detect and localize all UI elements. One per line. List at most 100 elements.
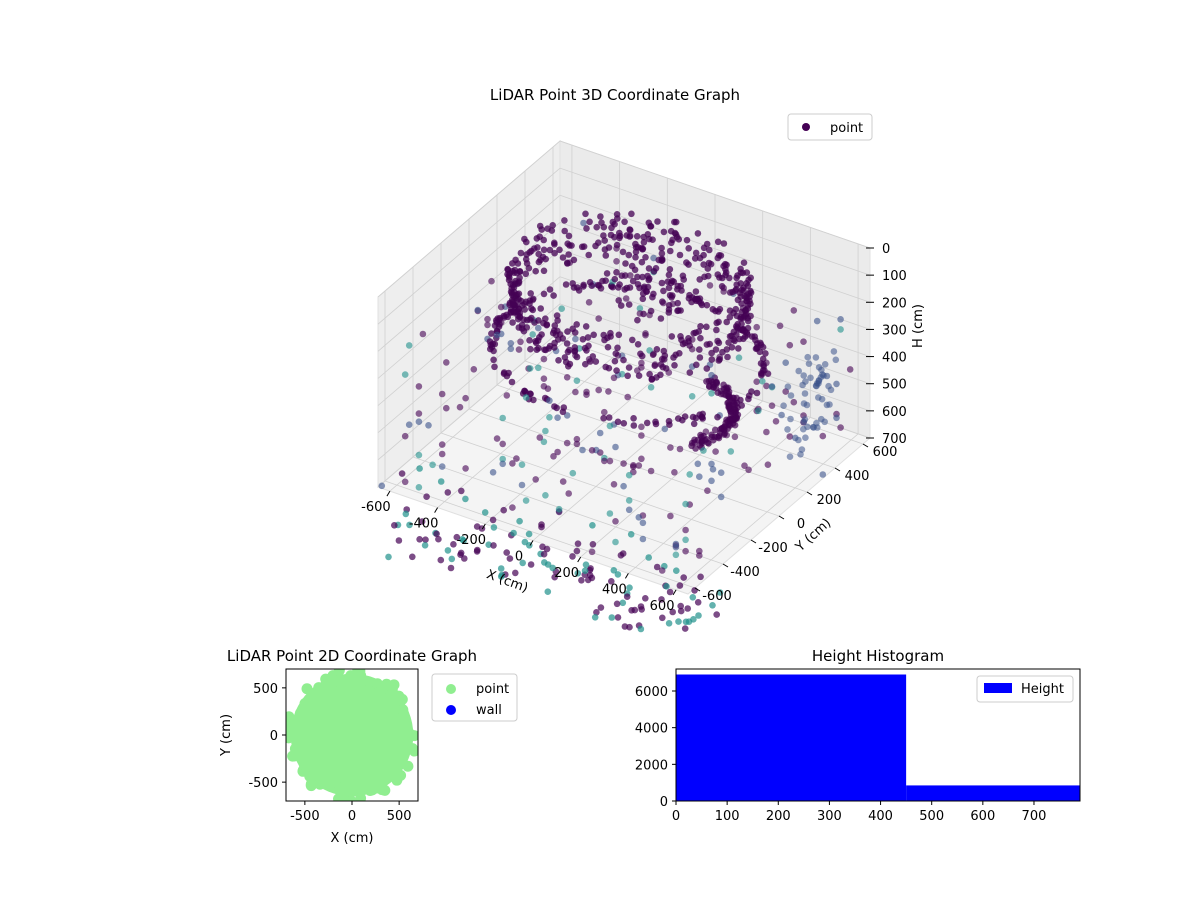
lidar-2d-point bbox=[355, 792, 367, 801]
lidar-3d-point bbox=[643, 419, 651, 427]
lidar-3d-gridline-z bbox=[377, 303, 561, 461]
lidar-3d-point bbox=[797, 451, 804, 458]
lidar-2d-point bbox=[407, 743, 418, 755]
lidar-3d-point bbox=[676, 251, 684, 259]
lidar-3d-point bbox=[604, 343, 612, 351]
lidar-3d-point bbox=[620, 356, 627, 364]
height-histogram-ytick-label: 0 bbox=[660, 795, 668, 810]
lidar-3d-point bbox=[706, 282, 714, 289]
lidar-3d-point bbox=[747, 274, 754, 282]
lidar-3d-point bbox=[634, 367, 641, 374]
lidar-3d-xlabel: X (cm) bbox=[484, 567, 530, 596]
lidar-3d-point bbox=[683, 259, 690, 266]
height-histogram-bar bbox=[676, 674, 907, 801]
lidar-3d-point bbox=[581, 567, 589, 574]
lidar-3d-point bbox=[553, 312, 561, 319]
lidar-3d-point bbox=[672, 540, 680, 548]
lidar-3d-point bbox=[700, 251, 707, 259]
lidar-3d-points bbox=[378, 210, 854, 633]
lidar-3d-point bbox=[708, 371, 715, 379]
lidar-3d-point bbox=[723, 318, 730, 326]
lidar-3d-point bbox=[694, 460, 702, 468]
lidar-3d-point bbox=[549, 222, 556, 229]
lidar-3d-point bbox=[579, 336, 587, 343]
lidar-3d-point bbox=[737, 326, 744, 334]
lidar-3d-point bbox=[585, 251, 592, 259]
lidar-3d-point bbox=[422, 536, 429, 543]
lidar-3d-point bbox=[685, 245, 692, 252]
lidar-2d-point bbox=[379, 680, 391, 692]
lidar-3d-point bbox=[608, 614, 616, 621]
lidar-3d-point bbox=[633, 233, 641, 240]
lidar-3d-point bbox=[695, 612, 702, 619]
lidar-3d-point bbox=[583, 225, 590, 232]
lidar-3d-point bbox=[490, 524, 498, 531]
lidar-2d-point bbox=[286, 711, 295, 723]
lidar-3d-point bbox=[490, 356, 497, 364]
lidar-3d-point bbox=[660, 347, 668, 355]
lidar-3d-point bbox=[778, 411, 785, 419]
lidar-3d-point bbox=[606, 422, 614, 430]
lidar-3d-point bbox=[527, 290, 534, 297]
lidar-3d-point bbox=[694, 230, 702, 237]
lidar-3d-ztick-label: 600 bbox=[882, 405, 907, 420]
lidar-3d-point bbox=[624, 393, 631, 401]
lidar-3d-point bbox=[692, 249, 700, 257]
lidar-3d-point bbox=[677, 607, 685, 615]
lidar-3d-point bbox=[461, 555, 468, 562]
lidar-3d-point bbox=[672, 231, 680, 238]
lidar-3d-point bbox=[609, 218, 617, 226]
lidar-3d-point bbox=[425, 422, 432, 429]
lidar-3d-point bbox=[724, 353, 731, 361]
lidar-3d-point bbox=[790, 307, 798, 314]
lidar-3d-xtick-label: 200 bbox=[554, 566, 579, 581]
lidar-3d-point bbox=[538, 331, 545, 338]
lidar-3d-point bbox=[619, 550, 627, 557]
lidar-3d-point bbox=[595, 315, 602, 322]
lidar-3d-point bbox=[582, 210, 589, 218]
lidar-3d-point bbox=[639, 246, 646, 253]
lidar-3d-point bbox=[540, 438, 548, 446]
lidar-3d-point bbox=[622, 295, 630, 302]
lidar-3d-ytick-label: -600 bbox=[702, 589, 732, 604]
lidar-3d-point bbox=[708, 390, 715, 397]
lidar-3d-point bbox=[548, 227, 556, 234]
lidar-3d-point bbox=[571, 329, 579, 336]
lidar-3d-point bbox=[745, 392, 753, 400]
lidar-3d-point bbox=[616, 281, 623, 288]
lidar-3d-point bbox=[611, 275, 619, 283]
lidar-3d-point bbox=[653, 346, 661, 353]
lidar-3d-point bbox=[406, 521, 413, 529]
lidar-3d-point bbox=[500, 506, 508, 514]
lidar-3d-point bbox=[705, 377, 713, 385]
lidar-3d-point bbox=[579, 446, 586, 454]
lidar-3d-ytick bbox=[694, 587, 701, 592]
lidar-3d-point bbox=[689, 413, 697, 421]
lidar-3d-point bbox=[504, 313, 512, 321]
lidar-3d-point bbox=[401, 371, 409, 378]
lidar-3d-point bbox=[580, 219, 587, 227]
lidar-2d-point bbox=[301, 683, 313, 695]
lidar-3d-gridline-y bbox=[384, 480, 696, 589]
lidar-3d-point bbox=[628, 607, 635, 614]
lidar-3d-point bbox=[497, 565, 505, 572]
lidar-3d-point bbox=[713, 319, 720, 327]
lidar-3d-point bbox=[546, 414, 553, 421]
lidar-3d-point bbox=[585, 342, 592, 350]
lidar-3d-point bbox=[610, 374, 618, 382]
lidar-3d-point bbox=[533, 346, 541, 354]
lidar-3d-point bbox=[727, 448, 735, 455]
lidar-3d-point bbox=[551, 339, 558, 347]
lidar-3d-point bbox=[488, 330, 495, 337]
lidar-3d-point bbox=[626, 584, 633, 591]
lidar-3d-point bbox=[801, 390, 809, 397]
lidar-3d-point bbox=[550, 292, 557, 299]
lidar-3d-point bbox=[682, 500, 689, 508]
lidar-3d-point bbox=[612, 518, 619, 525]
lidar-3d-gridline-z bbox=[559, 249, 871, 357]
lidar-3d-point bbox=[571, 347, 579, 355]
lidar-3d-point bbox=[649, 293, 656, 301]
lidar-3d-point bbox=[634, 316, 641, 324]
lidar-3d-point bbox=[586, 566, 594, 574]
lidar-3d-point bbox=[668, 333, 676, 340]
